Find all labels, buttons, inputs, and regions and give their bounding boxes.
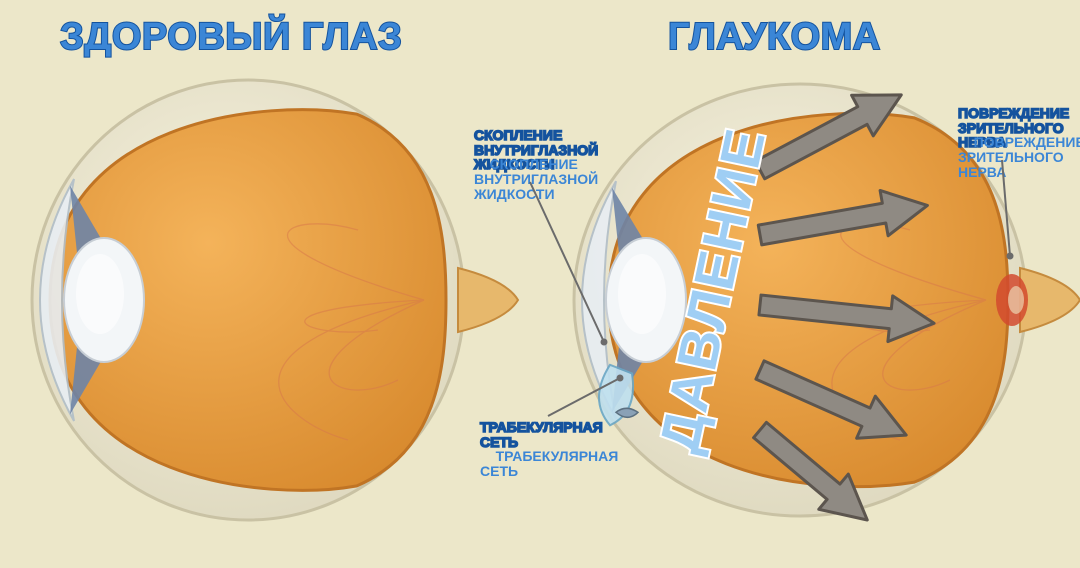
annotation-trab: ТРАБЕКУЛЯРНАЯСЕТЬ ТРАБЕКУЛЯРНАЯСЕТЬ — [480, 420, 618, 493]
annotation-nerve: ПОВРЕЖДЕНИЕЗРИТЕЛЬНОГОНЕРВА ПОВРЕЖДЕНИЕЗ… — [958, 106, 1080, 194]
annotation-fluid: СКОПЛЕНИЕВНУТРИГЛАЗНОЙЖИДКОСТИ СКОПЛЕНИЕ… — [474, 128, 598, 216]
eye-healthy — [0, 40, 524, 560]
diagram-stage: ЗДОРОВЫЙ ГЛАЗ ЗДОРОВЫЙ ГЛАЗ ГЛАУКОМА ГЛА… — [0, 0, 1080, 568]
eye-wrap-healthy — [0, 40, 524, 560]
